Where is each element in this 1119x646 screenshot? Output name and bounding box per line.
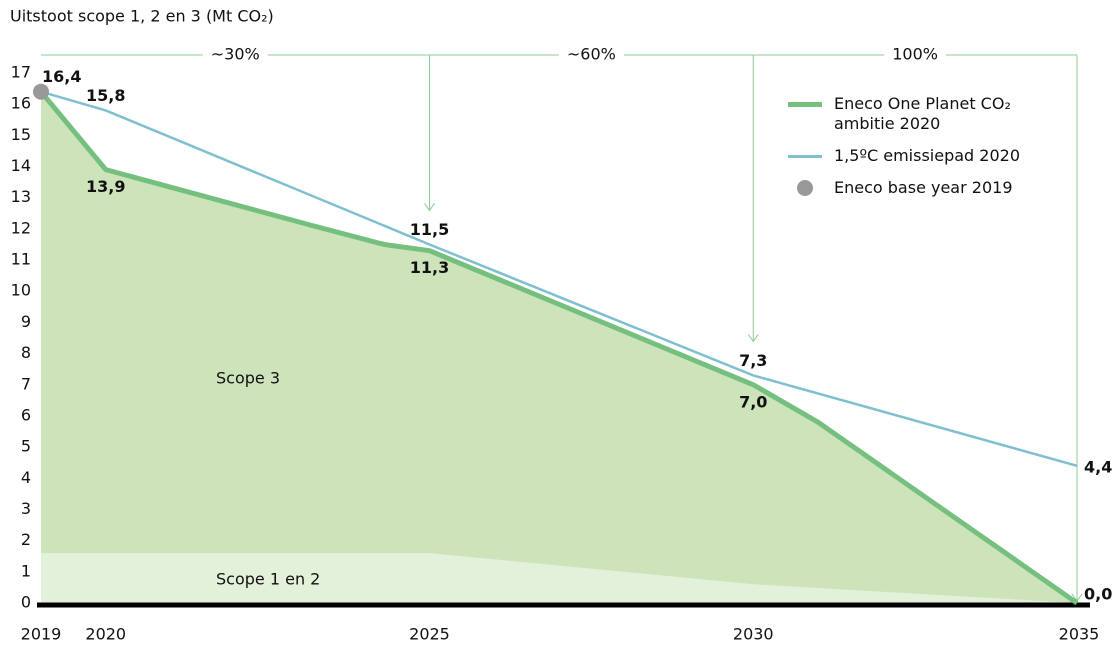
y-tick-label: 9 xyxy=(21,312,31,331)
y-tick-label: 5 xyxy=(21,437,31,456)
value-label: 11,3 xyxy=(410,258,449,277)
y-tick-label: 13 xyxy=(11,187,31,206)
y-tick-label: 12 xyxy=(11,218,31,237)
x-tick-label: 2035 xyxy=(1059,625,1100,644)
legend-swatch xyxy=(788,178,822,196)
phase-arrowhead xyxy=(424,203,435,212)
line xyxy=(40,90,1078,468)
y-tick-label: 3 xyxy=(21,499,31,518)
line xyxy=(39,90,1079,606)
value-label: 7,3 xyxy=(739,351,767,370)
area-label: Scope 3 xyxy=(216,369,280,388)
phase-label: ~60% xyxy=(567,45,616,64)
legend-label: 1,5ºC emissiepad 2020 xyxy=(834,146,1020,165)
y-tick-label: 6 xyxy=(21,405,31,424)
legend-item: Eneco base year 2019 xyxy=(788,178,1028,198)
y-tick-label: 0 xyxy=(21,593,31,612)
phase-arrowhead xyxy=(747,334,759,343)
phase-label: 100% xyxy=(892,45,938,64)
value-label: 11,5 xyxy=(410,220,449,239)
x-tick-label: 2025 xyxy=(409,625,450,644)
y-tick-label: 10 xyxy=(11,281,31,300)
y-tick-label: 1 xyxy=(21,561,31,580)
value-label: 16,4 xyxy=(42,67,81,86)
legend-item: Eneco One Planet CO₂ ambitie 2020 xyxy=(788,94,1028,134)
legend-swatch xyxy=(788,146,822,158)
legend: Eneco One Planet CO₂ ambitie 2020 1,5ºC e… xyxy=(788,94,1028,210)
point xyxy=(33,83,49,100)
value-label: 0,0 xyxy=(1084,585,1112,604)
y-tick-label: 2 xyxy=(21,530,31,549)
y-tick-label: 7 xyxy=(21,374,31,393)
legend-label: Eneco One Planet CO₂ ambitie 2020 xyxy=(834,94,1011,133)
x-tick-label: 2019 xyxy=(21,625,62,644)
y-tick-label: 14 xyxy=(11,156,31,175)
value-label: 15,8 xyxy=(86,86,125,105)
chart-title: Uitstoot scope 1, 2 en 3 (Mt CO₂) xyxy=(10,7,274,26)
phase-label: ~30% xyxy=(211,45,260,64)
area xyxy=(41,91,1077,604)
x-tick-label: 2030 xyxy=(733,625,774,644)
legend-swatch xyxy=(788,94,822,107)
value-label: 13,9 xyxy=(86,177,125,196)
legend-label: Eneco base year 2019 xyxy=(834,178,1013,197)
y-tick-label: 15 xyxy=(11,125,31,144)
value-label: 7,0 xyxy=(739,392,767,411)
x-tick-label: 2020 xyxy=(85,625,126,644)
y-tick-label: 17 xyxy=(11,63,31,82)
area xyxy=(41,553,1077,603)
legend-item: 1,5ºC emissiepad 2020 xyxy=(788,146,1028,166)
y-tick-label: 16 xyxy=(11,94,31,113)
y-tick-label: 4 xyxy=(21,468,31,487)
y-tick-label: 11 xyxy=(11,250,31,269)
y-tick-label: 8 xyxy=(21,343,31,362)
area-label: Scope 1 en 2 xyxy=(216,570,320,589)
value-label: 4,4 xyxy=(1084,457,1112,476)
